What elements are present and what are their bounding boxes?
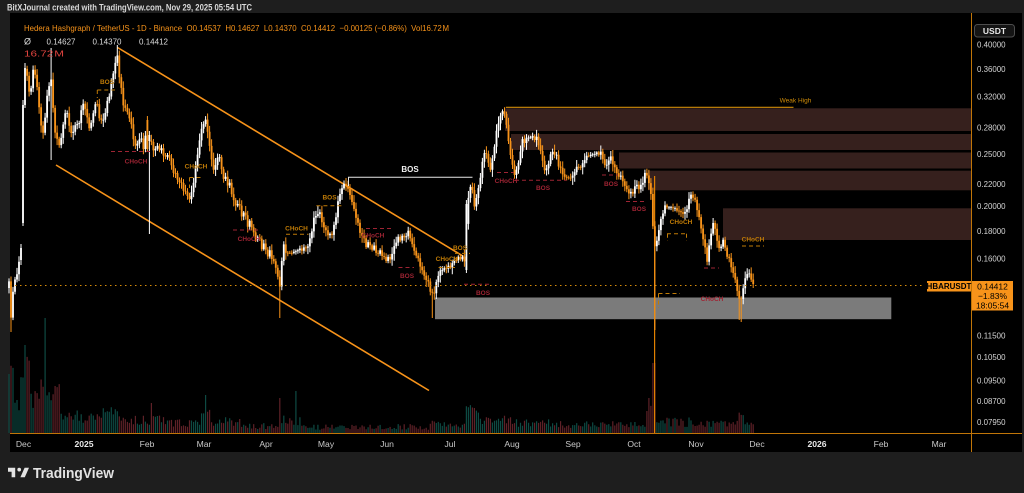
- svg-text:May: May: [318, 439, 335, 449]
- svg-text:HBARUSDT: HBARUSDT: [927, 282, 972, 291]
- svg-text:0.14370: 0.14370: [93, 36, 122, 46]
- svg-text:0.18000: 0.18000: [977, 226, 1006, 236]
- svg-text:BOS: BOS: [401, 165, 419, 174]
- svg-text:0.09500: 0.09500: [977, 375, 1006, 385]
- svg-text:BOS: BOS: [100, 79, 115, 86]
- svg-text:Mar: Mar: [932, 439, 947, 449]
- svg-text:−1.83%: −1.83%: [978, 291, 1008, 301]
- svg-text:0.22000: 0.22000: [977, 179, 1006, 189]
- svg-text:16.72 M: 16.72 M: [24, 48, 64, 58]
- svg-text:Aug: Aug: [504, 439, 520, 449]
- svg-text:Feb: Feb: [140, 439, 155, 449]
- svg-text:Weak High: Weak High: [780, 97, 812, 104]
- svg-text:18:05:54: 18:05:54: [976, 301, 1009, 311]
- svg-text:CHoCH: CHoCH: [436, 256, 459, 263]
- svg-text:0.32000: 0.32000: [977, 91, 1006, 101]
- svg-text:CHoCH: CHoCH: [238, 236, 261, 243]
- svg-text:Apr: Apr: [259, 439, 273, 449]
- svg-text:CHoCH: CHoCH: [185, 164, 208, 171]
- svg-text:0.11500: 0.11500: [977, 331, 1006, 341]
- svg-text:0.14412: 0.14412: [977, 282, 1008, 292]
- svg-text:0.10500: 0.10500: [977, 352, 1006, 362]
- svg-text:Ø: Ø: [24, 36, 31, 46]
- svg-text:CHoCH: CHoCH: [670, 219, 693, 226]
- svg-text:Oct: Oct: [627, 439, 641, 449]
- svg-text:0.20000: 0.20000: [977, 201, 1006, 211]
- svg-text:Sep: Sep: [565, 439, 581, 449]
- svg-text:BOS: BOS: [476, 290, 491, 297]
- svg-text:0.28000: 0.28000: [977, 123, 1006, 133]
- svg-text:2025: 2025: [74, 439, 93, 449]
- svg-text:BOS: BOS: [536, 185, 551, 192]
- svg-text:TradingView: TradingView: [33, 466, 115, 482]
- svg-text:BOS: BOS: [453, 245, 468, 252]
- svg-text:Jun: Jun: [380, 439, 394, 449]
- svg-text:BOS: BOS: [400, 273, 415, 280]
- svg-text:CHoCH: CHoCH: [742, 237, 765, 244]
- svg-text:0.07950: 0.07950: [977, 417, 1006, 427]
- svg-text:Nov: Nov: [688, 439, 704, 449]
- svg-text:USDT: USDT: [983, 26, 1007, 36]
- svg-text:0.14412: 0.14412: [139, 36, 168, 46]
- svg-text:Dec: Dec: [16, 439, 32, 449]
- svg-text:Jul: Jul: [445, 439, 456, 449]
- svg-text:0.16000: 0.16000: [977, 253, 1006, 263]
- svg-text:BOS: BOS: [604, 181, 619, 188]
- svg-text:0.36000: 0.36000: [977, 64, 1006, 74]
- svg-text:CHoCH: CHoCH: [495, 178, 518, 185]
- svg-text:BOS: BOS: [322, 195, 337, 202]
- svg-text:0.08700: 0.08700: [977, 396, 1006, 406]
- svg-text:BOS: BOS: [632, 206, 647, 213]
- svg-text:0.25000: 0.25000: [977, 149, 1006, 159]
- svg-text:CHoCH: CHoCH: [125, 159, 148, 166]
- svg-text:Dec: Dec: [749, 439, 765, 449]
- svg-text:0.14627: 0.14627: [47, 36, 76, 46]
- svg-text:Hedera Hashgraph / TetherUS -: Hedera Hashgraph / TetherUS - 1D - Binan…: [24, 23, 449, 33]
- svg-text:CHoCH: CHoCH: [285, 226, 308, 233]
- svg-text:0.40000: 0.40000: [977, 40, 1006, 50]
- svg-text:CHoCH: CHoCH: [701, 296, 724, 303]
- svg-text:CHoCH: CHoCH: [362, 233, 385, 240]
- svg-text:2026: 2026: [807, 439, 826, 449]
- svg-text:Mar: Mar: [197, 439, 212, 449]
- svg-text:BitXJournal created with Tradi: BitXJournal created with TradingView.com…: [7, 2, 252, 12]
- svg-text:Feb: Feb: [874, 439, 889, 449]
